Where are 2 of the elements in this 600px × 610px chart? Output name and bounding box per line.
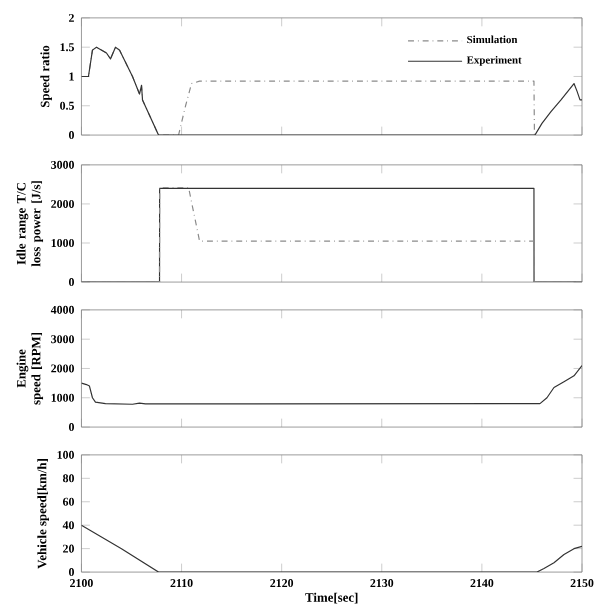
line-series bbox=[81, 524, 582, 573]
line-series bbox=[81, 364, 582, 405]
